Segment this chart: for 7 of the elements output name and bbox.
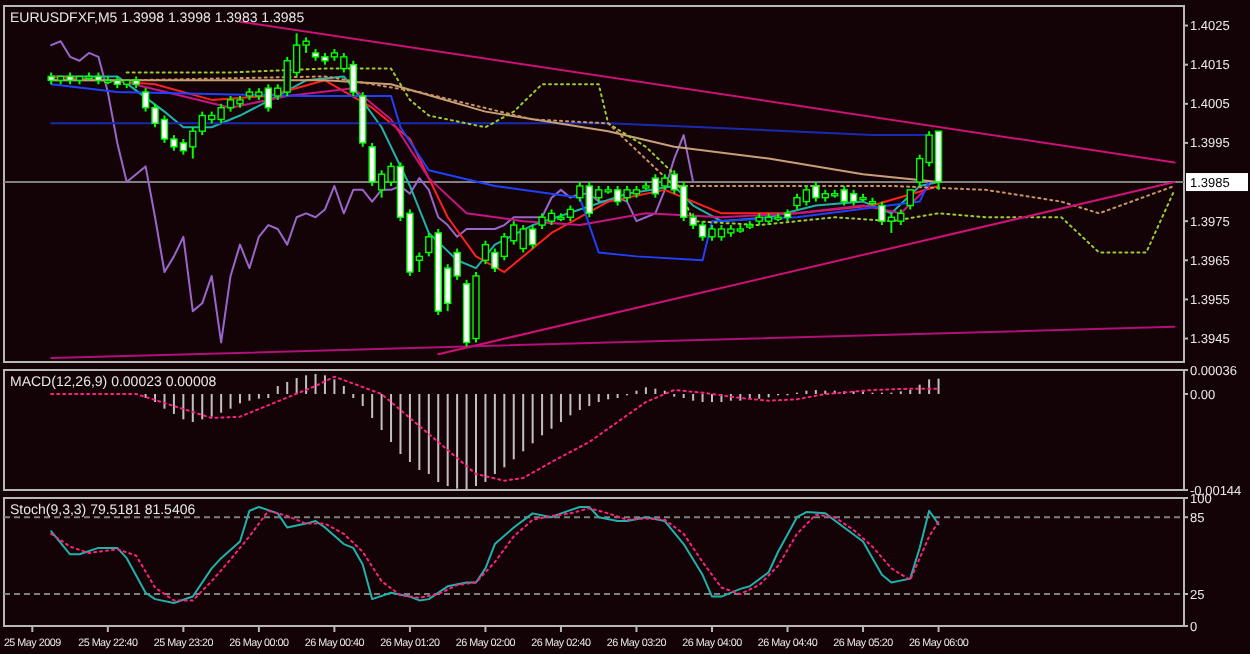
candlestick [359,91,367,148]
line-series [125,75,1176,215]
candlestick [906,188,914,211]
line-series [50,40,695,344]
candlestick [528,224,537,250]
line-series [50,79,940,184]
line-series [125,67,1176,254]
